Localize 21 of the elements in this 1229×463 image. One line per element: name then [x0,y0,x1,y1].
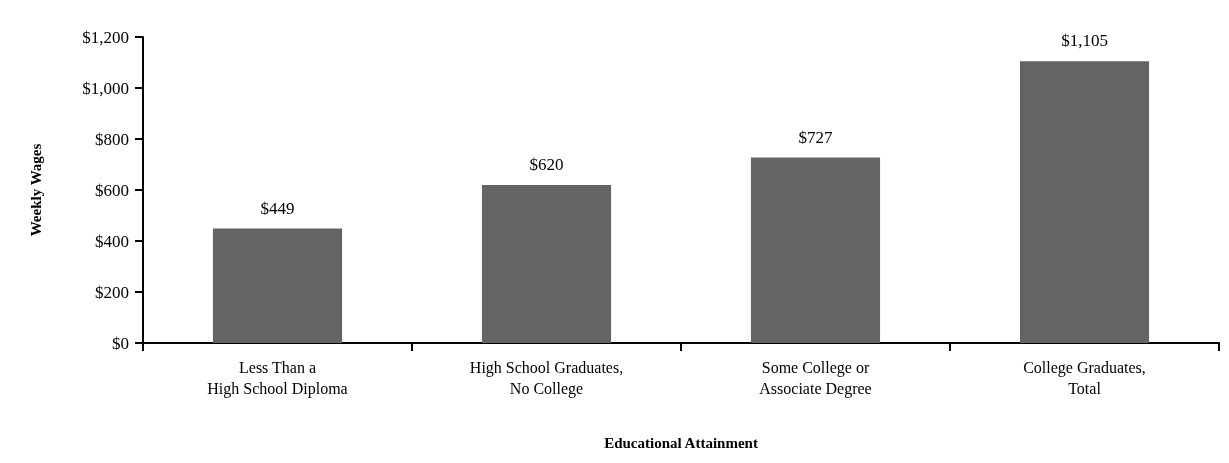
x-tick-label: High School Graduates, No College [469,359,624,398]
data-label: $620 [529,154,564,174]
bar [212,228,343,343]
data-label: $1,105 [1061,31,1108,51]
x-tick-label: Less Than a High School Diploma [207,359,348,398]
x-tick-label: College Graduates, Total [1023,359,1146,397]
data-label: $727 [798,127,833,147]
bar [750,157,881,343]
bar [481,184,612,343]
y-tick-label: $200 [95,282,129,302]
x-tick-label: Some College or Associate Degree [759,359,872,398]
y-tick-label: $400 [95,231,129,251]
y-tick-label: $0 [112,333,129,353]
data-label: $449 [260,198,295,218]
y-tick-label: $600 [95,180,129,200]
y-axis-title: Weekly Wages [27,143,44,237]
y-tick-label: $1,000 [82,78,129,98]
bar [1019,61,1150,343]
y-tick-label: $1,200 [82,27,129,47]
y-tick-label: $800 [95,129,129,149]
x-axis-title: Educational Attainment [604,434,758,451]
